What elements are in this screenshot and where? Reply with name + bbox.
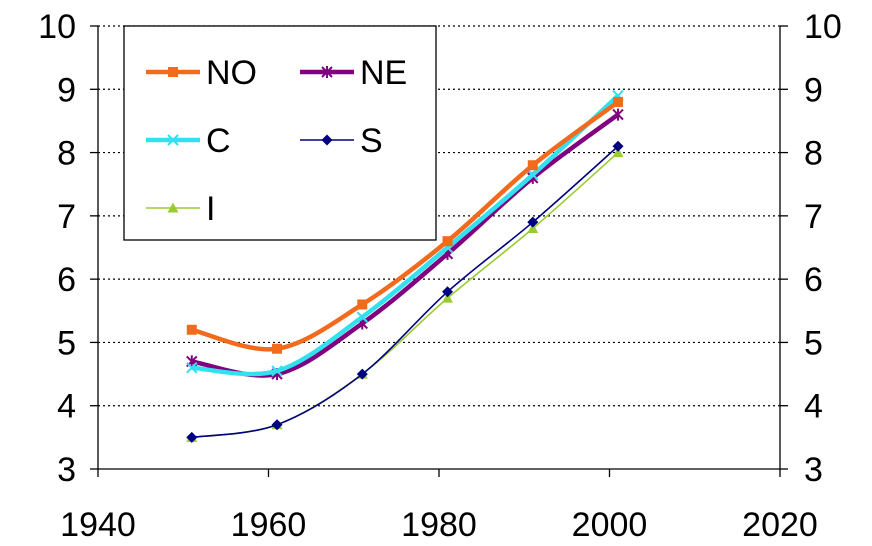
x-tick-label: 1960 — [231, 506, 307, 544]
y-tick-label-right: 8 — [804, 135, 823, 173]
data-point-C — [271, 365, 283, 377]
legend-marker — [167, 202, 179, 213]
data-point-NO — [357, 299, 368, 310]
legend: NO NE C S I — [123, 25, 437, 241]
y-tick-label-right: 6 — [804, 261, 823, 299]
data-point-S — [527, 216, 539, 228]
legend-item-I: I — [146, 190, 215, 228]
y-tick-label-right: 5 — [804, 324, 823, 362]
y-tick-label-right: 7 — [804, 198, 823, 236]
series-S — [186, 140, 624, 443]
series-line-S — [191, 145, 619, 439]
y-axis-right-ticks: 3 4 5 6 7 8 9 10 — [780, 8, 842, 489]
series-lines — [186, 89, 624, 443]
data-point-S — [612, 140, 624, 152]
series-C — [186, 89, 624, 377]
series-line-C — [191, 93, 620, 377]
legend-label-NE: NE — [360, 54, 407, 92]
legend-marker — [321, 134, 333, 146]
y-tick-label-left: 5 — [57, 324, 76, 362]
data-point-NO — [186, 324, 197, 335]
data-point-C — [186, 362, 198, 374]
y-tick-label-left: 7 — [57, 198, 76, 236]
y-tick-label-left: 4 — [57, 388, 76, 426]
legend-label-I: I — [206, 190, 215, 228]
legend-label-C: C — [206, 122, 231, 160]
gridlines — [98, 25, 780, 407]
data-point-C — [356, 311, 368, 323]
data-point-S — [186, 431, 198, 443]
legend-item-NO: NO — [146, 54, 257, 92]
y-tick-label-left: 3 — [57, 451, 76, 489]
y-tick-label-left: 10 — [38, 8, 76, 46]
data-point-I — [442, 292, 454, 303]
legend-box — [123, 25, 437, 241]
data-point-S — [356, 368, 368, 380]
data-point-NO — [272, 343, 283, 354]
data-point-C — [527, 169, 539, 181]
y-tick-label-right: 9 — [804, 71, 823, 109]
y-tick-label-left: 8 — [57, 135, 76, 173]
y-tick-label-left: 9 — [57, 71, 76, 109]
x-axis-ticks: 1940 1960 1980 2000 2020 — [60, 469, 818, 544]
legend-marker — [321, 66, 333, 78]
data-point-NE — [612, 108, 624, 121]
y-tick-label-left: 6 — [57, 261, 76, 299]
x-tick-label: 2000 — [572, 506, 648, 544]
data-point-NO — [613, 96, 624, 107]
legend-item-C: C — [146, 122, 231, 160]
data-point-NO — [527, 160, 538, 171]
x-tick-label: 1980 — [401, 506, 477, 544]
legend-item-NE: NE — [300, 54, 407, 92]
y-axis-left-ticks: 3 4 5 6 7 8 9 10 — [38, 8, 98, 489]
data-point-I — [612, 147, 624, 158]
data-point-S — [271, 419, 283, 431]
legend-item-S: S — [300, 122, 383, 160]
legend-marker — [167, 134, 179, 146]
x-tick-label: 1940 — [60, 506, 136, 544]
data-point-NO — [442, 236, 453, 247]
data-point-S — [442, 286, 454, 298]
legend-marker — [168, 67, 178, 77]
legend-label-NO: NO — [206, 54, 257, 92]
y-tick-label-right: 3 — [804, 451, 823, 489]
data-point-I — [527, 223, 539, 234]
x-tick-label: 2020 — [742, 506, 818, 544]
y-tick-label-right: 4 — [804, 388, 823, 426]
y-tick-label-right: 10 — [804, 8, 842, 46]
legend-label-S: S — [360, 122, 383, 160]
series-NO — [186, 96, 624, 354]
